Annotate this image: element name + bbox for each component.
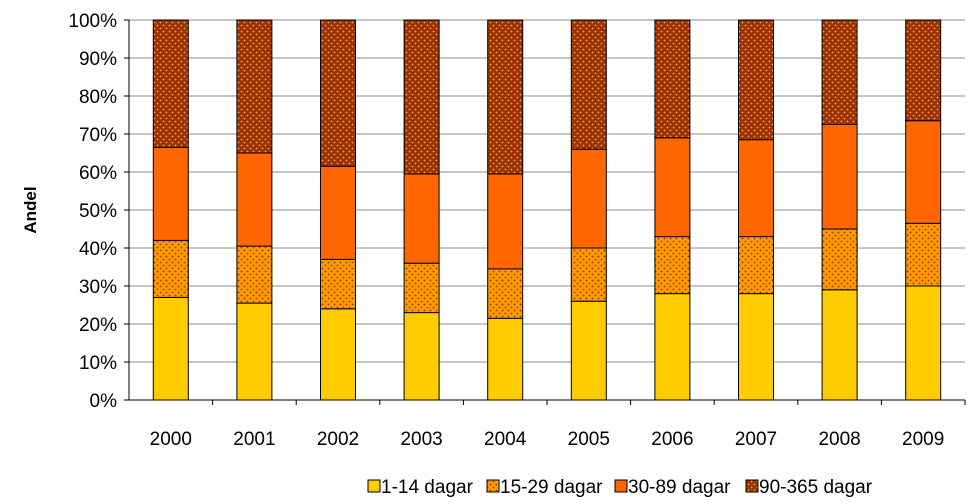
legend-label: 90-365 dagar (759, 477, 873, 498)
bar-segment (403, 173, 440, 264)
bar-segment (905, 19, 942, 122)
legend-swatch (367, 479, 381, 493)
x-tick-label: 2002 (317, 429, 359, 450)
y-tick-label: 100% (68, 11, 117, 32)
bar-segment (152, 239, 189, 298)
y-tick-label: 80% (79, 87, 117, 108)
bar-segment (320, 308, 356, 401)
bar-segment (738, 236, 774, 295)
bar-segment (905, 120, 942, 224)
bar-segment (236, 302, 273, 401)
x-tick-label: 2004 (484, 429, 527, 450)
bar-segment (320, 165, 356, 260)
bar-segment (236, 245, 273, 304)
bar-segment (654, 236, 691, 295)
bar-segment (905, 285, 942, 401)
y-tick-label: 70% (79, 125, 117, 146)
legend-swatch (614, 479, 628, 493)
bar-segment (821, 19, 858, 125)
x-tick-label: 2000 (150, 429, 192, 450)
y-tick-label: 10% (79, 353, 117, 374)
y-tick-label: 60% (79, 163, 117, 184)
y-tick-label: 0% (90, 391, 118, 412)
bar-segment (487, 173, 524, 270)
bar-segment (654, 19, 691, 139)
bar-segment (654, 137, 691, 238)
y-tick-labels: 0% 10% 20% 30% 40% 50% 60% 70% 80% 90% 100% (68, 11, 117, 412)
x-tick-label: 2007 (735, 429, 777, 450)
x-tick-label: 2008 (818, 429, 860, 450)
axes (124, 19, 966, 405)
bars (152, 19, 942, 401)
legend-label: 30-89 dagar (628, 477, 731, 498)
bar-segment (152, 146, 189, 241)
y-tick-label: 20% (79, 315, 117, 336)
bar-segment (236, 19, 273, 154)
bar-segment (654, 293, 691, 401)
legend-swatch (486, 479, 500, 493)
legend: 1-14 dagar 15-29 dagar 30-89 dagar 90-365 d… (367, 477, 873, 498)
y-tick-label: 90% (79, 49, 117, 70)
y-tick-label: 40% (79, 239, 117, 260)
x-tick-label: 2009 (902, 429, 944, 450)
y-tick-label: 50% (79, 201, 117, 222)
bar-segment (320, 258, 356, 310)
legend-label: 1-14 dagar (381, 477, 474, 498)
x-tick-label: 2005 (568, 429, 610, 450)
legend-label: 15-29 dagar (500, 477, 603, 498)
bar-segment (821, 289, 858, 401)
bar-segment (487, 317, 524, 401)
bar-segment (236, 152, 273, 247)
bar-segment (738, 293, 774, 401)
y-axis-title: Andel (21, 186, 40, 233)
bar-segment (152, 296, 189, 401)
bar-segment (570, 148, 607, 249)
bar-segment (738, 19, 774, 141)
y-tick-label: 30% (79, 277, 117, 298)
x-tick-label: 2003 (400, 429, 442, 450)
bar-segment (152, 19, 189, 148)
bar-segment (821, 124, 858, 230)
bar-segment (738, 139, 774, 238)
bar-segment (487, 19, 524, 175)
bar-segment (570, 19, 607, 150)
bar-segment (570, 247, 607, 302)
bar-segment (403, 262, 440, 314)
x-tick-label: 2001 (233, 429, 275, 450)
x-tick-labels: 2000 2001 2002 2003 2004 2005 2006 2007 2008 2009 (150, 429, 945, 450)
bar-segment (320, 19, 356, 167)
bar-segment (403, 312, 440, 401)
bar-segment (403, 19, 440, 175)
bar-segment (487, 268, 524, 319)
bar-segment (905, 222, 942, 287)
x-tick-label: 2006 (651, 429, 693, 450)
bar-segment (821, 228, 858, 291)
legend-swatch (745, 479, 759, 493)
bar-segment (570, 300, 607, 401)
